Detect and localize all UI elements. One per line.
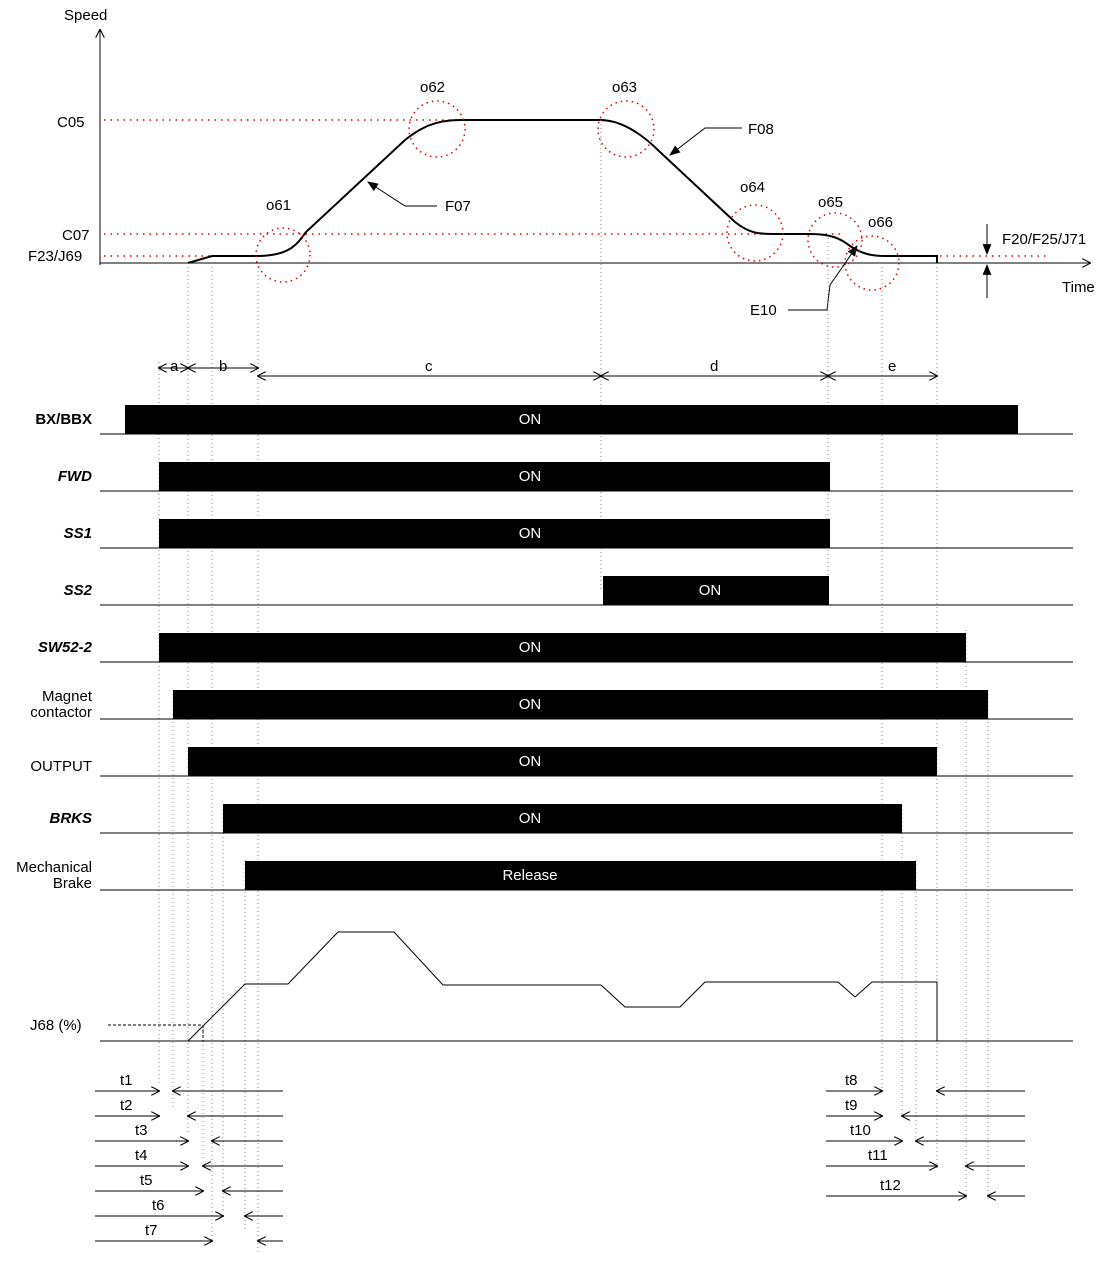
state-text: ON — [519, 525, 542, 542]
f07-label: F07 — [445, 198, 471, 215]
o64-circle — [726, 204, 784, 262]
timer-t10-label: t10 — [850, 1122, 871, 1139]
signal-ss2: ON SS2 — [64, 576, 1073, 606]
c07-level-label: C07 — [62, 227, 90, 244]
torque-graph: J68 (%) — [30, 931, 1073, 1042]
signal-label: SS1 — [64, 525, 92, 542]
signal-ss1: ON SS1 — [64, 519, 1073, 549]
speed-graph: Speed Time C05 C07 F23/J69 o61 o62 o63 o… — [28, 7, 1095, 319]
signal-brks: ON BRKS — [49, 804, 1073, 834]
o62-circle — [408, 100, 466, 158]
signal-label-line1: Mechanical — [16, 859, 92, 876]
f07-leader — [367, 181, 437, 207]
o65-circle — [807, 212, 863, 268]
on-pulse — [603, 576, 829, 605]
timer-t1-label: t1 — [120, 1072, 133, 1089]
o62-label: o62 — [420, 79, 445, 96]
signal-label: OUTPUT — [30, 758, 92, 775]
interval-e-label: e — [888, 358, 896, 375]
timers-left: t1 t2 t3 t4 t5 t6 t7 — [95, 1072, 283, 1241]
state-text: ON — [519, 639, 542, 656]
e10-leader — [788, 245, 858, 311]
timer-t2-label: t2 — [120, 1097, 133, 1114]
on-pulse — [188, 747, 937, 776]
on-pulse — [173, 690, 988, 719]
on-pulse — [159, 519, 830, 548]
signal-mechanical-brake: Release Mechanical Brake — [16, 859, 1073, 892]
timer-t4-label: t4 — [135, 1147, 148, 1164]
state-text: ON — [699, 582, 722, 599]
time-axis-label: Time — [1062, 279, 1095, 296]
signal-output: ON OUTPUT — [30, 747, 1073, 777]
timer-t9-label: t9 — [845, 1097, 858, 1114]
signal-label-line1: Magnet — [42, 688, 93, 705]
state-text: ON — [519, 810, 542, 827]
signal-label: BRKS — [49, 810, 92, 827]
on-pulse — [223, 804, 902, 833]
state-text: ON — [519, 696, 542, 713]
timer-t12-label: t12 — [880, 1177, 901, 1194]
o61-label: o61 — [266, 197, 291, 214]
signal-magnet-contactor: ON Magnet contactor — [30, 688, 1073, 721]
on-pulse — [159, 633, 966, 662]
timer-t6-label: t6 — [152, 1197, 165, 1214]
signal-label: BX/BBX — [35, 411, 92, 428]
f20-level-label: F20/F25/J71 — [1002, 231, 1086, 248]
interval-row: a b c d e — [159, 358, 937, 376]
signal-label: SW52-2 — [38, 639, 93, 656]
o65-label: o65 — [818, 194, 843, 211]
o63-circle — [597, 100, 655, 158]
timer-t11-label: t11 — [868, 1147, 888, 1164]
signal-label: SS2 — [64, 582, 93, 599]
state-text: ON — [519, 468, 542, 485]
f08-label: F08 — [748, 121, 774, 138]
timers-right: t8 t9 t10 t11 t12 — [826, 1072, 1025, 1196]
vertical-guides — [158, 120, 989, 1255]
state-text: Release — [502, 867, 557, 884]
signal-fwd: ON FWD — [58, 462, 1073, 492]
c05-level-label: C05 — [57, 114, 85, 131]
timer-t3-label: t3 — [135, 1122, 148, 1139]
e10-label: E10 — [750, 302, 777, 319]
timer-t7-label: t7 — [145, 1222, 158, 1239]
o66-circle — [844, 235, 900, 291]
interval-c-label: c — [425, 358, 433, 375]
o61-circle — [255, 227, 311, 283]
interval-a-label: a — [170, 358, 179, 375]
interval-d-label: d — [710, 358, 718, 375]
j68-label: J68 (%) — [30, 1017, 82, 1034]
signal-bx-bbx: ON BX/BBX — [35, 405, 1073, 435]
release-pulse — [245, 861, 916, 890]
torque-profile — [187, 931, 938, 1042]
o66-label: o66 — [868, 214, 893, 231]
signal-label-line2: contactor — [30, 704, 92, 721]
on-pulse — [159, 462, 830, 491]
state-text: ON — [519, 753, 542, 770]
f08-leader — [669, 127, 742, 156]
signal-label-line2: Brake — [53, 875, 92, 892]
state-text: ON — [519, 411, 542, 428]
timer-t8-label: t8 — [845, 1072, 858, 1089]
signal-sw52-2: ON SW52-2 — [38, 633, 1073, 663]
speed-axis-label: Speed — [64, 7, 107, 24]
signal-label: FWD — [58, 468, 92, 485]
interval-b-label: b — [219, 358, 227, 375]
timer-t5-label: t5 — [140, 1172, 153, 1189]
speed-profile-curve — [187, 119, 938, 264]
f23-level-label: F23/J69 — [28, 248, 82, 265]
o63-label: o63 — [612, 79, 637, 96]
o64-label: o64 — [740, 179, 765, 196]
on-pulse — [125, 405, 1018, 434]
